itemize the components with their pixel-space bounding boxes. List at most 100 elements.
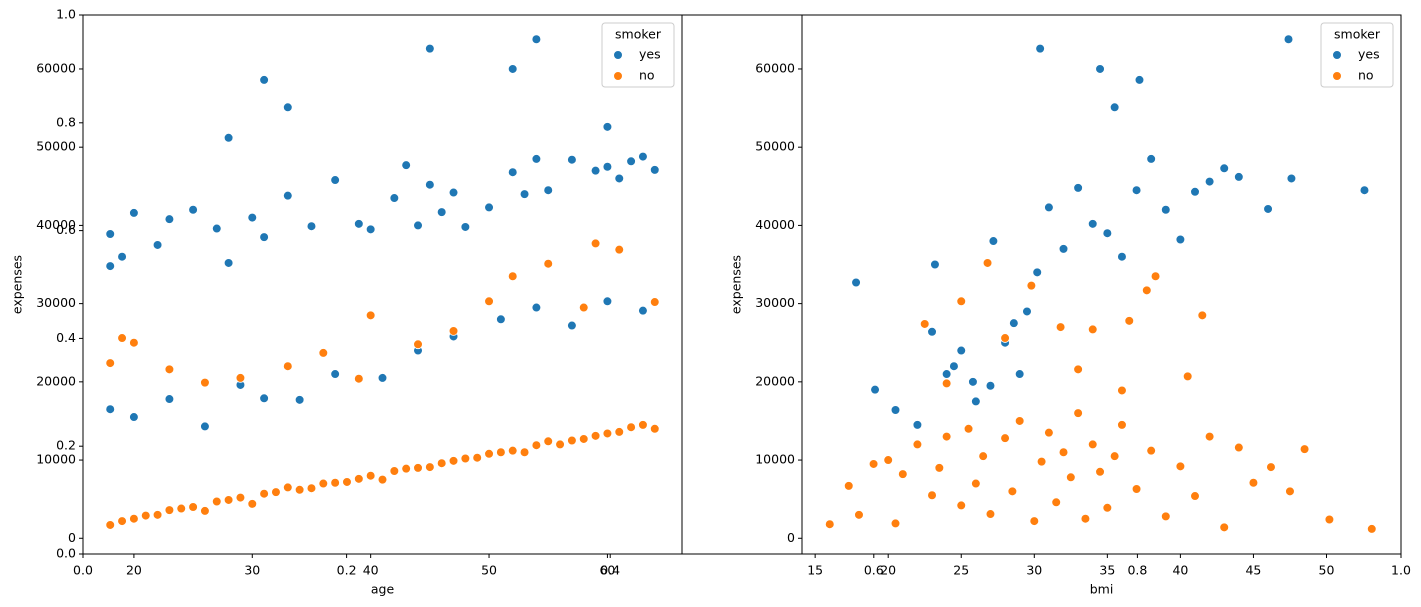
- y-tick-label: 10000: [36, 452, 76, 467]
- y-tick-label: 50000: [755, 139, 795, 154]
- scatter-point: [425, 43, 435, 54]
- scatter-point: [164, 394, 175, 404]
- scatter-point: [868, 459, 879, 469]
- scatter-point: [851, 277, 861, 288]
- scatter-point: [105, 404, 116, 415]
- axes-frame: [82, 14, 683, 555]
- x-tick-label: 45: [1245, 563, 1261, 578]
- scatter-point: [1095, 64, 1105, 74]
- scatter-point: [1044, 202, 1054, 213]
- scatter-point: [247, 499, 258, 509]
- scatter-point: [1146, 154, 1156, 164]
- legend-marker: [1332, 50, 1342, 60]
- scatter-point: [413, 220, 423, 231]
- y-tick-label: 0.4: [56, 330, 76, 345]
- scatter-point: [1109, 451, 1120, 461]
- scatter-point: [614, 173, 625, 184]
- scatter-point: [890, 518, 901, 529]
- scatter-point: [1117, 420, 1127, 430]
- legend-marker: [613, 50, 623, 60]
- scatter-point: [259, 232, 269, 242]
- scatter-point: [342, 477, 352, 487]
- scatter-point: [898, 469, 908, 479]
- scatter-point: [649, 165, 660, 175]
- y-tick-label: 0.8: [56, 114, 76, 129]
- scatter-point: [870, 384, 880, 395]
- scatter-point: [971, 478, 981, 489]
- scatter-point: [1150, 271, 1161, 282]
- scatter-point: [507, 64, 518, 74]
- x-tick-label: 25: [953, 563, 969, 578]
- scatter-point: [152, 510, 163, 520]
- scatter-point: [949, 361, 959, 371]
- scatter-point: [1204, 176, 1215, 187]
- scatter-point: [365, 224, 376, 235]
- scatter-point: [1234, 172, 1244, 182]
- scatter-point: [330, 175, 340, 185]
- scatter-point: [282, 361, 293, 371]
- scatter-point: [389, 466, 400, 476]
- scatter-point: [389, 193, 400, 203]
- scatter-point: [1175, 234, 1186, 245]
- scatter-point: [211, 496, 222, 507]
- scatter-point: [460, 222, 471, 232]
- scatter-point: [1032, 267, 1043, 278]
- scatter-point: [496, 314, 506, 325]
- scatter-point: [484, 296, 494, 307]
- scatter-point: [941, 431, 952, 442]
- scatter-point: [259, 393, 269, 404]
- legend-label: no: [1358, 68, 1374, 83]
- scatter-point: [626, 156, 636, 167]
- scatter-point: [282, 190, 293, 201]
- scatter-point: [247, 212, 258, 223]
- plot-background: [802, 15, 1401, 554]
- scatter-point: [543, 258, 554, 269]
- y-tick-label: 30000: [36, 295, 76, 310]
- scatter-point: [1160, 511, 1171, 522]
- y-tick-label: 50000: [36, 139, 76, 154]
- x-tick-label: 20: [880, 563, 896, 578]
- scatter-point: [129, 412, 139, 422]
- y-tick-label: 0.2: [56, 438, 76, 453]
- scatter-point: [531, 440, 542, 450]
- scatter-point: [1109, 102, 1120, 113]
- scatter-point: [1285, 486, 1295, 497]
- scatter-point: [223, 133, 234, 143]
- legend-label: no: [639, 68, 655, 83]
- scatter-point: [1248, 477, 1259, 488]
- scatter-point: [1190, 186, 1200, 197]
- scatter-point: [638, 420, 648, 430]
- scatter-point: [555, 439, 565, 450]
- scatter-point: [1117, 251, 1127, 262]
- scatter-point: [1055, 322, 1066, 332]
- x-tick-label: 50: [481, 563, 497, 578]
- scatter-point: [318, 478, 329, 489]
- scatter-point: [365, 310, 376, 321]
- legend-label: yes: [639, 47, 661, 62]
- scatter-point: [543, 436, 554, 447]
- scatter-point: [507, 445, 518, 456]
- scatter-point: [117, 333, 127, 343]
- scatter-point: [1160, 204, 1171, 215]
- scatter-point: [602, 296, 613, 307]
- scatter-point: [638, 305, 648, 316]
- scatter-point: [1073, 408, 1083, 418]
- scatter-point: [1234, 442, 1244, 453]
- scatter-point: [129, 208, 139, 218]
- scatter-point: [968, 377, 978, 387]
- scatter-point: [1058, 447, 1069, 458]
- scatter-point: [985, 509, 996, 519]
- scatter-point: [543, 185, 554, 196]
- scatter-point: [978, 451, 988, 461]
- x-tick-label: 35: [1099, 563, 1115, 578]
- scatter-point: [140, 510, 151, 521]
- scatter-point: [890, 405, 901, 415]
- scatter-point: [614, 244, 625, 255]
- scatter-point: [927, 490, 937, 501]
- y-tick-label: 40000: [36, 217, 76, 232]
- scatter-point: [425, 179, 435, 190]
- scatter-point: [176, 503, 187, 514]
- x-tick-label: 40: [363, 563, 379, 578]
- scatter-point: [919, 319, 930, 329]
